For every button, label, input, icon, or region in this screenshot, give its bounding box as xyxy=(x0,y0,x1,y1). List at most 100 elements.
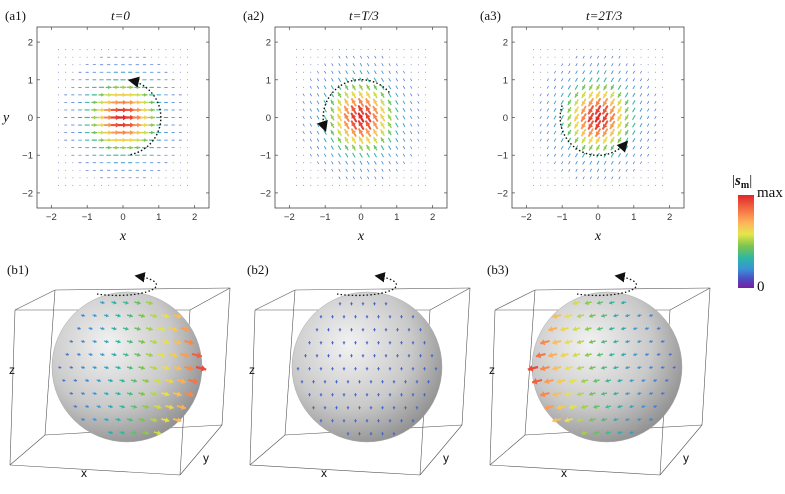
vector-arrowhead xyxy=(344,99,349,104)
sphere-panel-1: (b1) z x y xyxy=(7,262,231,480)
vector-arrowhead xyxy=(359,91,364,97)
vector-dot xyxy=(554,49,556,51)
vector-arrowhead xyxy=(358,113,364,119)
vector-dot xyxy=(611,49,613,51)
sphere-arrowhead xyxy=(597,300,601,305)
vector-arrowhead xyxy=(351,129,357,134)
vector-arrow xyxy=(647,138,650,142)
vector-arrowhead xyxy=(345,85,349,89)
vector-arrow xyxy=(574,145,579,151)
vector-arrowhead xyxy=(380,107,385,112)
vector-arrowhead xyxy=(344,129,349,134)
vector-arrowhead xyxy=(115,130,120,135)
vector-arrowhead xyxy=(359,145,363,150)
vector-arrow xyxy=(388,63,391,67)
vector-arrow xyxy=(395,122,399,128)
sphere-arrowhead xyxy=(645,352,648,357)
vector-arrowhead xyxy=(345,145,349,150)
vector-dot xyxy=(597,49,599,51)
vector-arrowhead xyxy=(574,116,579,121)
vector-arrow xyxy=(539,131,542,134)
vector-dot xyxy=(568,177,570,179)
vector-arrowhead xyxy=(137,130,141,135)
vector-arrowhead xyxy=(610,123,615,129)
vector-dot xyxy=(179,64,181,66)
vector-dot xyxy=(58,184,59,186)
vector-arrowhead xyxy=(345,137,349,142)
vector-arrowhead xyxy=(373,106,378,112)
sphere-arrowhead xyxy=(392,381,396,384)
sphere-arrowhead xyxy=(660,339,664,343)
vector-arrowhead xyxy=(388,122,392,127)
vector-arrowhead xyxy=(625,116,629,120)
x-axis-label: x xyxy=(81,466,87,480)
vector-dot xyxy=(554,64,556,66)
vector-arrow xyxy=(589,70,593,75)
vector-arrowhead xyxy=(358,106,364,112)
vector-arrow xyxy=(410,108,413,112)
vector-arrowhead xyxy=(115,100,120,105)
vector-dot xyxy=(568,56,570,58)
vector-arrowhead xyxy=(93,108,97,112)
vector-arrow xyxy=(309,146,312,150)
sphere-arrowhead xyxy=(141,365,145,371)
sphere-arrowhead xyxy=(548,326,554,333)
vector-dot xyxy=(647,64,649,66)
vector-dot xyxy=(604,184,606,186)
vector-arrow xyxy=(632,115,636,120)
sphere-arrowhead xyxy=(617,404,621,409)
vector-arrowhead xyxy=(352,92,356,97)
vector-dot xyxy=(65,169,67,171)
vector-arrow xyxy=(402,146,406,150)
sphere-arrowhead xyxy=(141,313,145,319)
vector-dot xyxy=(58,109,59,111)
vector-dot xyxy=(540,71,542,73)
vector-dot xyxy=(654,184,656,186)
sphere-arrowhead xyxy=(129,417,133,422)
vector-dot xyxy=(179,162,181,164)
x-tick-label: 1 xyxy=(156,212,161,223)
vector-arrowhead xyxy=(575,138,579,143)
y-axis-label: y xyxy=(443,451,449,465)
vector-arrow xyxy=(352,168,355,172)
vector-dot xyxy=(425,109,426,111)
sphere-arrowhead xyxy=(160,326,165,332)
vector-dot xyxy=(561,56,563,58)
sphere-arrowhead xyxy=(117,417,121,422)
vector-arrow xyxy=(546,78,549,82)
vector-dot xyxy=(187,101,188,103)
vector-arrow xyxy=(366,77,370,83)
sphere-arrowhead xyxy=(605,378,609,383)
vector-arrowhead xyxy=(595,101,601,106)
vector-arrowhead xyxy=(380,99,385,104)
vector-arrow xyxy=(589,168,592,172)
vector-arrowhead xyxy=(602,123,608,129)
vector-dot xyxy=(540,56,542,58)
vector-arrowhead xyxy=(596,138,601,144)
vector-arrowhead xyxy=(568,100,572,105)
vector-arrow xyxy=(337,84,342,90)
vector-arrow xyxy=(561,153,564,157)
y-tick-label: 1 xyxy=(28,75,33,86)
vector-arrow xyxy=(603,160,607,165)
vector-arrow xyxy=(546,85,549,89)
vector-arrow xyxy=(381,153,384,158)
sphere-arrowhead xyxy=(330,420,335,423)
sphere-arrowhead xyxy=(656,352,660,356)
vector-arrow xyxy=(610,152,614,158)
sphere-arrowhead xyxy=(660,391,664,395)
vector-arrow xyxy=(395,168,398,172)
sphere-arrowhead xyxy=(589,339,593,345)
vector-arrow xyxy=(323,130,327,135)
vector-dot xyxy=(65,177,67,179)
vector-dot xyxy=(179,71,181,73)
sphere-arrowhead xyxy=(342,316,346,319)
vector-arrow xyxy=(352,77,356,83)
sphere-arrowhead xyxy=(388,420,392,423)
vector-dot xyxy=(331,56,333,58)
sphere-arrowhead xyxy=(548,352,554,359)
vector-arrowhead xyxy=(388,100,392,104)
sphere-arrowhead xyxy=(338,303,342,306)
vector-dot xyxy=(122,184,124,186)
vector-arrow xyxy=(316,130,320,135)
